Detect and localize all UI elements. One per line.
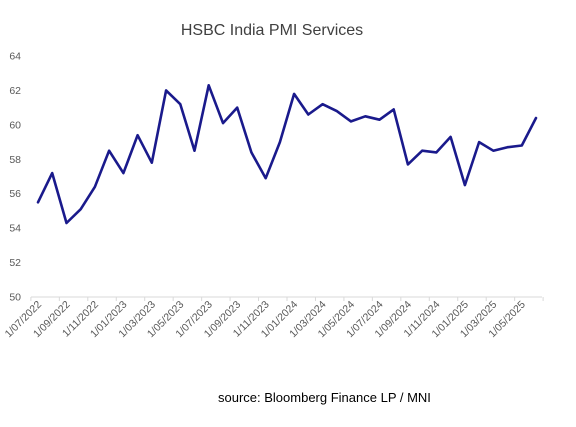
series-line: [36, 84, 538, 225]
series-group: [36, 84, 538, 225]
source-note: source: Bloomberg Finance LP / MNI: [218, 390, 431, 405]
y-tick-label: 52: [9, 257, 21, 269]
chart-title: HSBC India PMI Services: [181, 22, 363, 39]
y-tick-label: 50: [9, 292, 21, 304]
y-axis-ticks: 50 52 54 56 58 60 62 64: [9, 51, 21, 304]
y-tick-label: 60: [9, 119, 21, 131]
x-axis-tickmarks: [30, 297, 544, 301]
y-tick-label: 64: [9, 51, 21, 63]
y-tick-label: 54: [9, 223, 21, 235]
y-tick-label: 58: [9, 154, 21, 166]
x-axis-labels: 1/07/20221/09/20221/11/20221/01/20231/03…: [3, 299, 528, 341]
y-tick-label: 62: [9, 85, 21, 97]
y-tick-label: 56: [9, 188, 21, 200]
